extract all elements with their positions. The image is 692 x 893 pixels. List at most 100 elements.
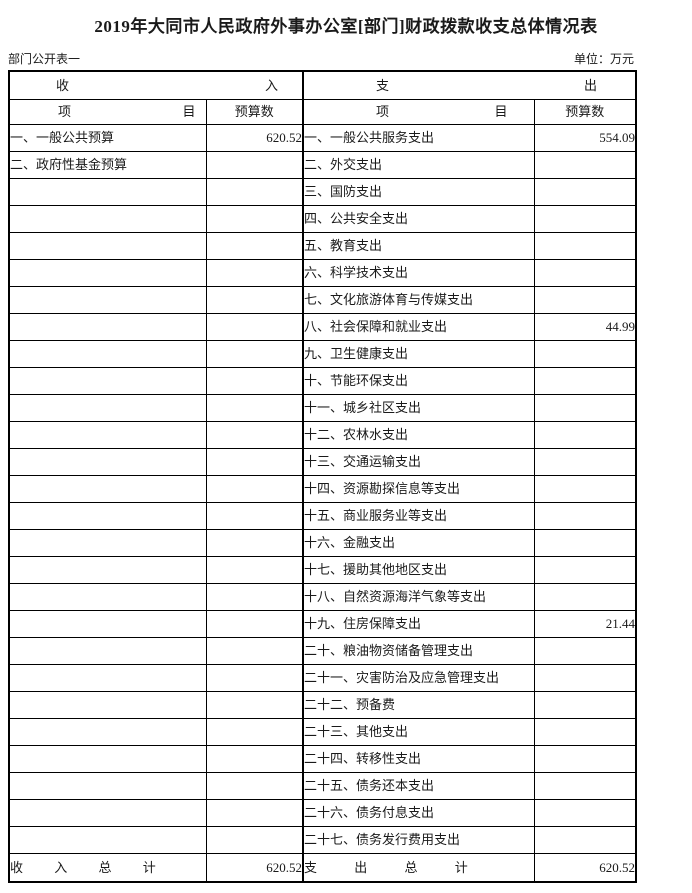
income-value-cell — [205, 799, 304, 827]
income-item-cell — [8, 286, 207, 314]
table-index-label: 部门公开表一 — [8, 52, 81, 66]
expense-char-1: 支 — [376, 78, 390, 93]
income-item-cell — [8, 610, 207, 638]
expense-value-cell — [533, 475, 637, 503]
income-item-cell: 二、政府性基金预算 — [8, 151, 207, 179]
income-value-cell — [205, 421, 304, 449]
income-value-cell — [205, 151, 304, 179]
expense-section-header: 支 出 — [302, 70, 637, 100]
expense-section-label: 支 出 — [305, 72, 635, 99]
income-char-1: 收 — [56, 78, 70, 93]
page-title: 2019年大同市人民政府外事办公室[部门]财政拨款收支总体情况表 — [94, 17, 598, 36]
income-value-cell — [205, 178, 304, 206]
income-value-cell — [205, 502, 304, 530]
table-row: 二十三、其他支出 — [8, 718, 637, 746]
expense-value-cell — [533, 691, 637, 719]
table-row: 二十七、债务发行费用支出 — [8, 826, 637, 854]
income-value-cell — [205, 556, 304, 584]
income-item-cell — [8, 232, 207, 260]
table-row: 三、国防支出 — [8, 178, 637, 206]
item-char-1: 项 — [58, 104, 72, 119]
income-item-cell — [8, 502, 207, 530]
expense-item-cell: 五、教育支出 — [302, 232, 535, 260]
expense-value-cell: 554.09 — [533, 124, 637, 152]
table-row: 十五、商业服务业等支出 — [8, 502, 637, 530]
income-item-cell — [8, 394, 207, 422]
income-value-cell — [205, 394, 304, 422]
expense-item-cell: 十二、农林水支出 — [302, 421, 535, 449]
column-header-row: 项 目 预算数 项 目 预算数 — [8, 99, 637, 125]
table-row: 五、教育支出 — [8, 232, 637, 260]
expense-item-cell: 十六、金融支出 — [302, 529, 535, 557]
income-section-label: 收 入 — [10, 72, 302, 99]
income-value-cell — [205, 448, 304, 476]
table-row: 十、节能环保支出 — [8, 367, 637, 395]
expense-item-cell: 十七、援助其他地区支出 — [302, 556, 535, 584]
budget-table: 收 入 支 出 项 目 预算数 — [8, 70, 637, 883]
expense-item-cell: 十八、自然资源海洋气象等支出 — [302, 583, 535, 611]
expense-char-2: 出 — [583, 78, 597, 93]
expense-value-cell: 21.44 — [533, 610, 637, 638]
income-item-cell — [8, 583, 207, 611]
item-char-1: 项 — [376, 104, 390, 119]
income-item-cell — [8, 313, 207, 341]
income-item-cell — [8, 772, 207, 800]
table-row: 二十五、债务还本支出 — [8, 772, 637, 800]
section-header-row: 收 入 支 出 — [8, 70, 637, 100]
income-value-cell — [205, 691, 304, 719]
expense-value-cell — [533, 178, 637, 206]
income-value-cell — [205, 772, 304, 800]
income-value-cell — [205, 232, 304, 260]
expense-item-cell: 二十六、债务付息支出 — [302, 799, 535, 827]
item-char-2: 目 — [494, 104, 508, 119]
income-item-cell — [8, 340, 207, 368]
income-item-header-label: 项 目 — [10, 101, 205, 124]
expense-value-cell — [533, 421, 637, 449]
expense-value-cell: 44.99 — [533, 313, 637, 341]
table-row: 七、文化旅游体育与传媒支出 — [8, 286, 637, 314]
expense-value-cell — [533, 637, 637, 665]
expense-value-cell — [533, 718, 637, 746]
expense-item-cell: 四、公共安全支出 — [302, 205, 535, 233]
unit-label: 单位：万元 — [573, 52, 634, 66]
expense-value-cell — [533, 259, 637, 287]
expense-item-cell: 十四、资源勘探信息等支出 — [302, 475, 535, 503]
income-item-cell — [8, 529, 207, 557]
income-item-cell — [8, 475, 207, 503]
table-row: 十九、住房保障支出 21.44 — [8, 610, 637, 638]
expense-item-cell: 十三、交通运输支出 — [302, 448, 535, 476]
income-item-column-header: 项 目 — [8, 99, 207, 125]
income-total-label: 收 入 总 计 — [8, 853, 207, 883]
table-row: 二十二、预备费 — [8, 691, 637, 719]
income-value-cell — [205, 367, 304, 395]
income-item-cell — [8, 664, 207, 692]
income-item-cell — [8, 691, 207, 719]
table-row: 一、一般公共预算 620.52 一、一般公共服务支出 554.09 — [8, 124, 637, 152]
income-value-cell — [205, 340, 304, 368]
table-row: 十一、城乡社区支出 — [8, 394, 637, 422]
expense-item-cell: 二十二、预备费 — [302, 691, 535, 719]
table-row: 十四、资源勘探信息等支出 — [8, 475, 637, 503]
income-value-cell — [205, 610, 304, 638]
expense-item-cell: 七、文化旅游体育与传媒支出 — [302, 286, 535, 314]
table-footer: 收 入 总 计 620.52 支 出 总 计 620.52 — [8, 853, 637, 883]
table-row: 二十四、转移性支出 — [8, 745, 637, 773]
income-item-cell — [8, 421, 207, 449]
income-section-header: 收 入 — [8, 70, 304, 100]
table-row: 十六、金融支出 — [8, 529, 637, 557]
income-item-cell — [8, 637, 207, 665]
income-value-cell — [205, 205, 304, 233]
expense-value-cell — [533, 232, 637, 260]
income-budget-column-header: 预算数 — [205, 99, 304, 125]
expense-item-cell: 二十一、灾害防治及应急管理支出 — [302, 664, 535, 692]
table-row: 八、社会保障和就业支出 44.99 — [8, 313, 637, 341]
table-row: 二、政府性基金预算 二、外交支出 — [8, 151, 637, 179]
expense-value-cell — [533, 529, 637, 557]
expense-item-cell: 一、一般公共服务支出 — [302, 124, 535, 152]
expense-total-value: 620.52 — [533, 853, 637, 883]
table-row: 四、公共安全支出 — [8, 205, 637, 233]
expense-value-cell — [533, 664, 637, 692]
expense-value-cell — [533, 448, 637, 476]
table-row: 十二、农林水支出 — [8, 421, 637, 449]
